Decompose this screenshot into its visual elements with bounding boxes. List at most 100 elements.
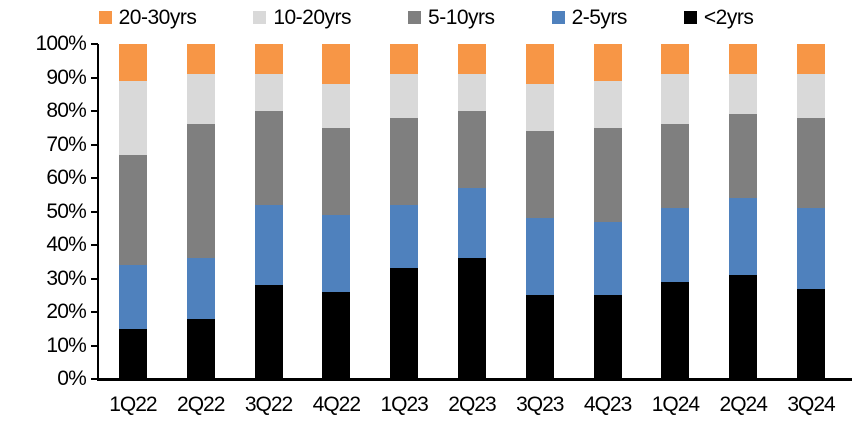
legend-label: 20-30yrs [118, 5, 197, 29]
x-axis-label-3q24: 3Q24 [787, 393, 835, 416]
bar-slot-2q23 [438, 44, 506, 379]
bar-segment-10-20yrs [729, 74, 758, 115]
bar-segment-2-5yrs [593, 221, 622, 296]
y-axis-tick-label: 50% [46, 199, 86, 223]
bar-segment-20-30yrs [390, 44, 419, 75]
bar-segment-5-10yrs [457, 111, 486, 189]
y-axis-tick [91, 177, 98, 179]
bar-stack-1q22 [118, 44, 147, 379]
y-axis-tick [91, 378, 98, 380]
y-axis-tick-label: 0% [57, 367, 87, 390]
x-axis-label-2q24: 2Q24 [719, 393, 768, 416]
bar-segment-10-20yrs [525, 84, 554, 132]
bar-segment-10-20yrs [661, 74, 690, 125]
legend-swatch-icon [98, 10, 112, 24]
bar-segment-20-30yrs [186, 44, 215, 75]
bar-stack-3q24 [797, 44, 826, 379]
bar-stack-3q23 [525, 44, 554, 379]
bar-segment-20-30yrs [797, 44, 826, 75]
y-axis-tick [91, 76, 98, 79]
bar-segment-10-20yrs [593, 80, 622, 128]
bar-segment-5-10yrs [118, 154, 147, 266]
y-axis-tick-label: 70% [46, 132, 86, 156]
legend-swatch-icon [683, 10, 697, 24]
bar-slot-1q24 [642, 44, 710, 379]
bar-segment-10-20yrs [118, 80, 147, 155]
x-axis-label-2q22: 2Q22 [177, 393, 225, 416]
bar-segment-5-10yrs [322, 127, 351, 215]
legend-label: <2yrs [703, 5, 754, 29]
legend-item-2-5yrs: 2-5yrs [551, 5, 628, 29]
bar-segment-20-30yrs [729, 44, 758, 75]
legend-label: 5-10yrs [428, 5, 495, 29]
bar-segment--2yrs [390, 268, 419, 379]
x-axis-label-1q24: 1Q24 [651, 393, 700, 416]
bar-stack-2q23 [457, 44, 486, 379]
bar-slot-4q23 [574, 44, 642, 379]
bar-segment-2-5yrs [729, 198, 758, 276]
bar-segment-2-5yrs [457, 188, 486, 259]
bar-segment--2yrs [457, 258, 486, 379]
bar-segment-20-30yrs [525, 44, 554, 85]
bar-segment--2yrs [797, 288, 826, 379]
legend-swatch-icon [253, 10, 267, 24]
bar-segment--2yrs [322, 291, 351, 379]
x-axis-label-3q22: 3Q22 [244, 393, 293, 416]
bar-slot-3q22 [235, 44, 303, 379]
bar-segment-10-20yrs [390, 74, 419, 118]
bar-segment-2-5yrs [661, 208, 690, 282]
bar-segment-5-10yrs [390, 117, 419, 205]
bar-segment--2yrs [186, 318, 215, 379]
bar-slot-1q22 [99, 44, 167, 379]
legend-label: 2-5yrs [571, 5, 628, 29]
bar-segment-5-10yrs [593, 127, 622, 222]
y-axis-tick [91, 43, 98, 45]
y-axis-tick-label: 20% [46, 300, 86, 323]
bar-stack-4q22 [322, 44, 351, 379]
bar-segment-2-5yrs [797, 208, 826, 289]
bar-segment-5-10yrs [254, 111, 283, 205]
bar-segment-2-5yrs [390, 204, 419, 269]
bar-segment--2yrs [118, 328, 147, 379]
bar-segment-20-30yrs [322, 44, 351, 85]
bar-segment-10-20yrs [322, 84, 351, 128]
y-axis-tick [91, 143, 98, 146]
bar-segment-10-20yrs [254, 74, 283, 112]
x-axis-label-3q23: 3Q23 [516, 393, 564, 416]
legend-item-10-20yrs: 10-20yrs [253, 5, 352, 29]
bar-segment-10-20yrs [186, 74, 215, 125]
y-axis-tick [91, 110, 98, 112]
bar-stack-2q22 [186, 44, 215, 379]
bar-segment-10-20yrs [457, 74, 486, 112]
bar-slot-4q22 [302, 44, 370, 379]
bar-segment-5-10yrs [729, 114, 758, 199]
bar-segment-5-10yrs [525, 131, 554, 219]
legend-item-5-10yrs: 5-10yrs [408, 7, 495, 28]
y-axis-tick [91, 277, 98, 280]
bar-segment-5-10yrs [661, 124, 690, 209]
legend-swatch-icon [551, 10, 565, 24]
y-axis-tick-label: 90% [46, 65, 86, 89]
x-axis-label-4q22: 4Q22 [312, 393, 361, 416]
bar-stack-4q23 [593, 44, 622, 379]
bar-segment-2-5yrs [118, 265, 147, 329]
bar-stack-1q24 [661, 44, 690, 379]
bar-segment--2yrs [661, 281, 690, 379]
bar-segment-2-5yrs [186, 258, 215, 319]
legend-swatch-icon [408, 10, 422, 24]
y-axis-tick [91, 344, 98, 347]
bar-segment-20-30yrs [254, 44, 283, 75]
bar-segment--2yrs [729, 275, 758, 379]
legend-label: 10-20yrs [273, 5, 352, 29]
y-axis-tick-label: 10% [46, 333, 86, 357]
bar-segment-2-5yrs [254, 204, 283, 286]
y-axis-tick-label: 60% [46, 166, 86, 189]
bar-slot-3q23 [506, 44, 574, 379]
y-axis-line [97, 44, 99, 379]
bar-segment-5-10yrs [797, 117, 826, 209]
bar-segment-20-30yrs [457, 44, 486, 75]
x-axis-label-2q23: 2Q23 [448, 393, 496, 416]
bar-slot-1q23 [370, 44, 438, 379]
bar-segment--2yrs [525, 295, 554, 379]
